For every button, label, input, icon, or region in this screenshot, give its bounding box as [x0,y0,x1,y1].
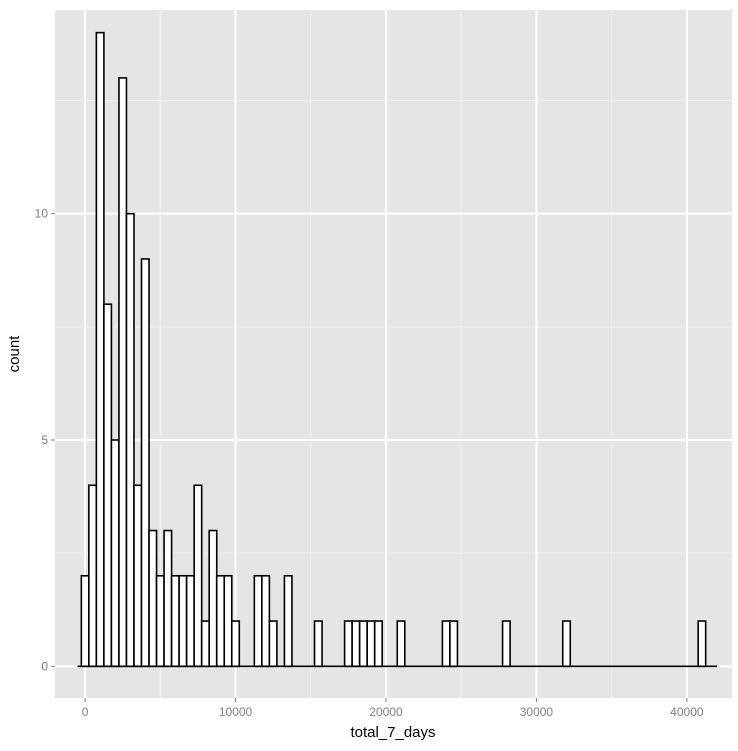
histogram-bar [283,574,293,668]
histogram-bar [103,303,113,668]
histogram-bar [261,574,271,668]
histogram-bar [125,212,135,668]
histogram-bar [449,620,459,668]
histogram-bar [140,258,150,668]
histogram-bar [268,620,278,668]
histogram-bar [358,620,368,668]
histogram-bar [200,620,211,668]
histogram-bar [561,620,572,668]
x-tick-label: 30000 [520,705,554,719]
y-tick-label: 10 [35,207,49,221]
histogram-bar [343,620,353,668]
histogram-bar [148,529,158,668]
histogram-bar [313,620,323,668]
histogram-bar [110,439,120,668]
histogram-bar [208,529,218,668]
histogram-bars [77,31,717,668]
histogram-bar [215,574,226,668]
x-axis-title: total_7_days [350,724,435,741]
histogram-bar [366,620,376,668]
major-gridlines [55,10,732,698]
histogram-bar [80,574,90,668]
x-tick-label: 10000 [219,705,253,719]
x-tick-label: 40000 [670,705,704,719]
histogram-bar [163,529,173,668]
y-axis-ticks: 0 5 10 [35,207,55,673]
histogram-bar [155,574,165,668]
y-tick-label: 0 [41,659,48,673]
histogram-bar [223,574,233,668]
histogram-bar [697,620,707,668]
histogram-bar [133,484,143,668]
histogram-bar [95,31,105,668]
histogram-bar [118,77,128,668]
histogram-bar [441,620,451,668]
histogram-bar [351,620,361,668]
histogram-bar [396,620,406,668]
histogram-bar [88,484,98,668]
x-tick-label: 20000 [369,705,403,719]
histogram-bar [178,574,188,668]
y-tick-label: 5 [41,433,48,447]
histogram-bar [230,620,241,668]
y-axis-title: count [6,335,23,373]
histogram-bar [501,620,511,668]
histogram-bar [193,484,203,668]
histogram-bar [253,574,263,668]
histogram-bar [185,574,195,668]
histogram-bar [373,620,384,668]
x-tick-label: 0 [82,705,89,719]
minor-gridlines [55,10,732,698]
histogram-bar [170,574,180,668]
x-axis-ticks: 0 10000 20000 30000 40000 [82,698,704,719]
